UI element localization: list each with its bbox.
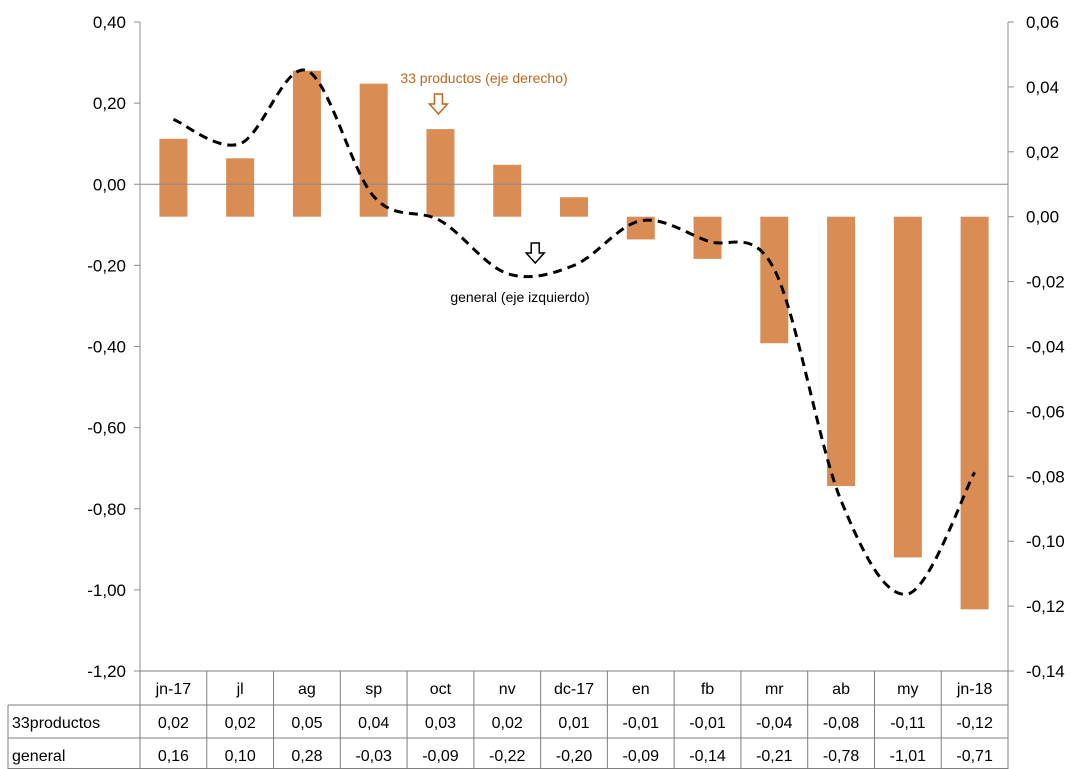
bar-nv (493, 164, 522, 217)
table-cell: -0,14 (689, 748, 726, 765)
bar-my (893, 216, 922, 558)
left-tick-label: 0,00 (93, 175, 126, 194)
left-tick-label: -1,20 (87, 662, 126, 681)
category-label: my (897, 681, 918, 698)
down-arrow-icon (427, 93, 450, 116)
category-label: nv (499, 681, 516, 698)
table-cell: 0,01 (558, 715, 589, 732)
table-cell: -0,21 (756, 748, 793, 765)
bar-fb (693, 216, 722, 259)
category-label: en (632, 681, 650, 698)
left-tick-label: -0,60 (87, 419, 126, 438)
annotation-33productos: 33 productos (eje derecho) (400, 70, 567, 86)
table-cell: -0,04 (756, 715, 793, 732)
table-cell: -0,12 (956, 715, 993, 732)
table-cell: -0,09 (623, 748, 660, 765)
category-label: ag (298, 681, 316, 698)
table-cell: -0,22 (489, 748, 526, 765)
left-tick-label: -0,40 (87, 338, 126, 357)
right-tick-label: -0,02 (1026, 273, 1065, 292)
bar-ab (827, 216, 856, 487)
bar-oct (426, 129, 455, 217)
table-cell: -0,01 (689, 715, 726, 732)
annotation-general: general (eje izquierdo) (450, 289, 589, 305)
table-cell: -0,78 (823, 748, 860, 765)
right-tick-label: -0,08 (1026, 467, 1065, 486)
category-label: ab (832, 681, 850, 698)
bar-mr (760, 216, 789, 344)
bar-jn-17 (159, 138, 188, 217)
category-label: jn-18 (956, 681, 993, 698)
right-tick-label: -0,12 (1026, 597, 1065, 616)
table-cell: -0,20 (556, 748, 593, 765)
left-tick-label: -0,20 (87, 256, 126, 275)
table-cell: -0,01 (623, 715, 660, 732)
chart-axes: 0,40 0,20 0,00 -0,20 -0,40 -0,60 -0,80 -1,00 -1,… (87, 13, 1065, 681)
right-tick-label: -0,04 (1026, 338, 1065, 357)
bar-series-33productos (159, 70, 989, 610)
table-row-label: general (12, 748, 65, 765)
down-arrow-icon (524, 242, 546, 265)
table-cell: -0,08 (823, 715, 860, 732)
line-series-general (172, 68, 976, 596)
category-label: mr (765, 681, 784, 698)
table-cell: -0,71 (956, 748, 993, 765)
category-label: jn-17 (155, 681, 192, 698)
table-cell: 0,02 (158, 715, 189, 732)
table-cell: 0,02 (225, 715, 256, 732)
left-tick-label: -1,00 (87, 581, 126, 600)
bar-jn-18 (960, 216, 989, 610)
table-cell: 0,05 (291, 715, 322, 732)
table-cell: 0,02 (492, 715, 523, 732)
table-cell: -0,03 (355, 748, 392, 765)
table-cell: -0,11 (890, 715, 925, 732)
annotations: 33 productos (eje derecho) general (eje i… (400, 70, 589, 305)
bar-dc-17 (560, 197, 588, 217)
category-label: sp (365, 681, 382, 698)
table-cell: 0,03 (425, 715, 456, 732)
category-label: dc-17 (554, 681, 594, 698)
right-tick-label: 0,04 (1026, 78, 1059, 97)
data-table: jn-17 jl ag sp oct nv dc-17 en fb mr ab my jn-18 33pr… (7, 670, 1009, 769)
right-tick-label: 0,06 (1026, 13, 1059, 32)
table-row-label: 33productos (12, 715, 100, 732)
right-tick-label: 0,00 (1026, 208, 1059, 227)
table-cell: 0,10 (225, 748, 256, 765)
left-tick-label: 0,40 (93, 13, 126, 32)
table-cell: 0,16 (158, 748, 189, 765)
table-cell: -1,01 (890, 748, 927, 765)
category-label: jl (236, 681, 244, 698)
line-general (172, 68, 976, 596)
category-label: oct (430, 681, 452, 698)
right-tick-label: -0,14 (1026, 662, 1065, 681)
left-tick-label: 0,20 (93, 94, 126, 113)
left-tick-label: -0,80 (87, 500, 126, 519)
right-tick-label: -0,06 (1026, 402, 1065, 421)
table-cell: -0,09 (422, 748, 459, 765)
category-label: fb (701, 681, 714, 698)
right-tick-label: -0,10 (1026, 532, 1065, 551)
table-cell: 0,04 (358, 715, 389, 732)
bar-jl (226, 158, 255, 217)
table-cell: 0,28 (291, 748, 322, 765)
right-tick-label: 0,02 (1026, 143, 1059, 162)
bar-ag (292, 70, 321, 217)
